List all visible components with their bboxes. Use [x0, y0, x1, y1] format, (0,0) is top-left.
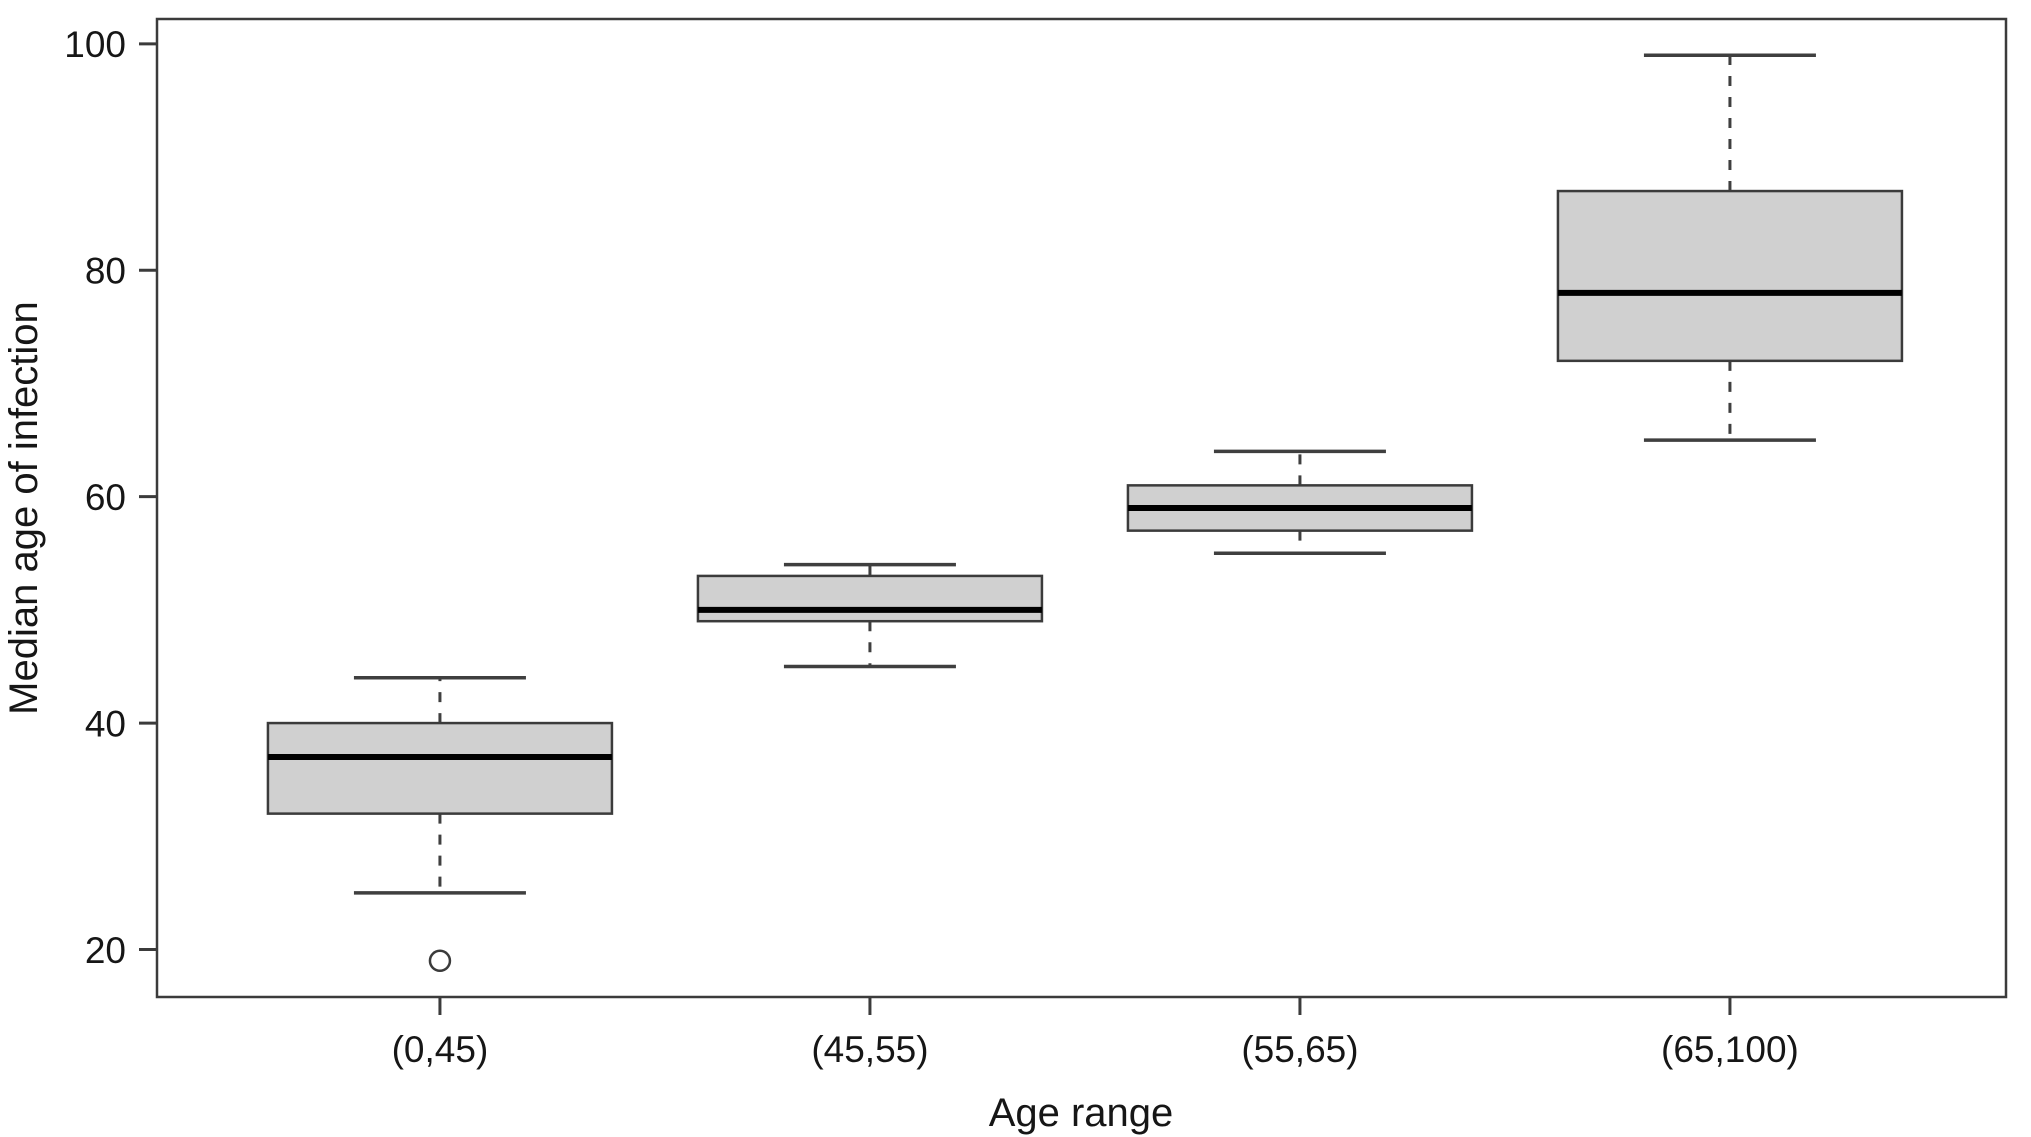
iqr-box — [696, 574, 1044, 623]
plot-frame — [155, 17, 2008, 999]
x-axis-title: Age range — [989, 1091, 1174, 1135]
y-axis-title: Median age of infection — [2, 301, 46, 715]
y-axis-tick-label: 80 — [85, 251, 126, 292]
y-axis-tick-label: 100 — [64, 24, 126, 65]
plot-area: 20 40 60 80 100 (0,45) (45,55) (55,65) (65,100) — [64, 17, 2008, 1070]
y-axis-tick-label: 60 — [85, 477, 126, 518]
outlier-point — [428, 949, 452, 973]
x-axis-tick-label: (45,55) — [811, 1029, 928, 1070]
y-axis-tick-label: 20 — [85, 930, 126, 971]
x-axis-tick-label: (55,65) — [1241, 1029, 1358, 1070]
iqr-box — [1556, 189, 1904, 363]
y-axis-tick-label: 40 — [85, 703, 126, 744]
x-axis-tick-label: (65,100) — [1661, 1029, 1799, 1070]
x-axis-tick-label: (0,45) — [392, 1029, 489, 1070]
iqr-box — [266, 721, 614, 815]
